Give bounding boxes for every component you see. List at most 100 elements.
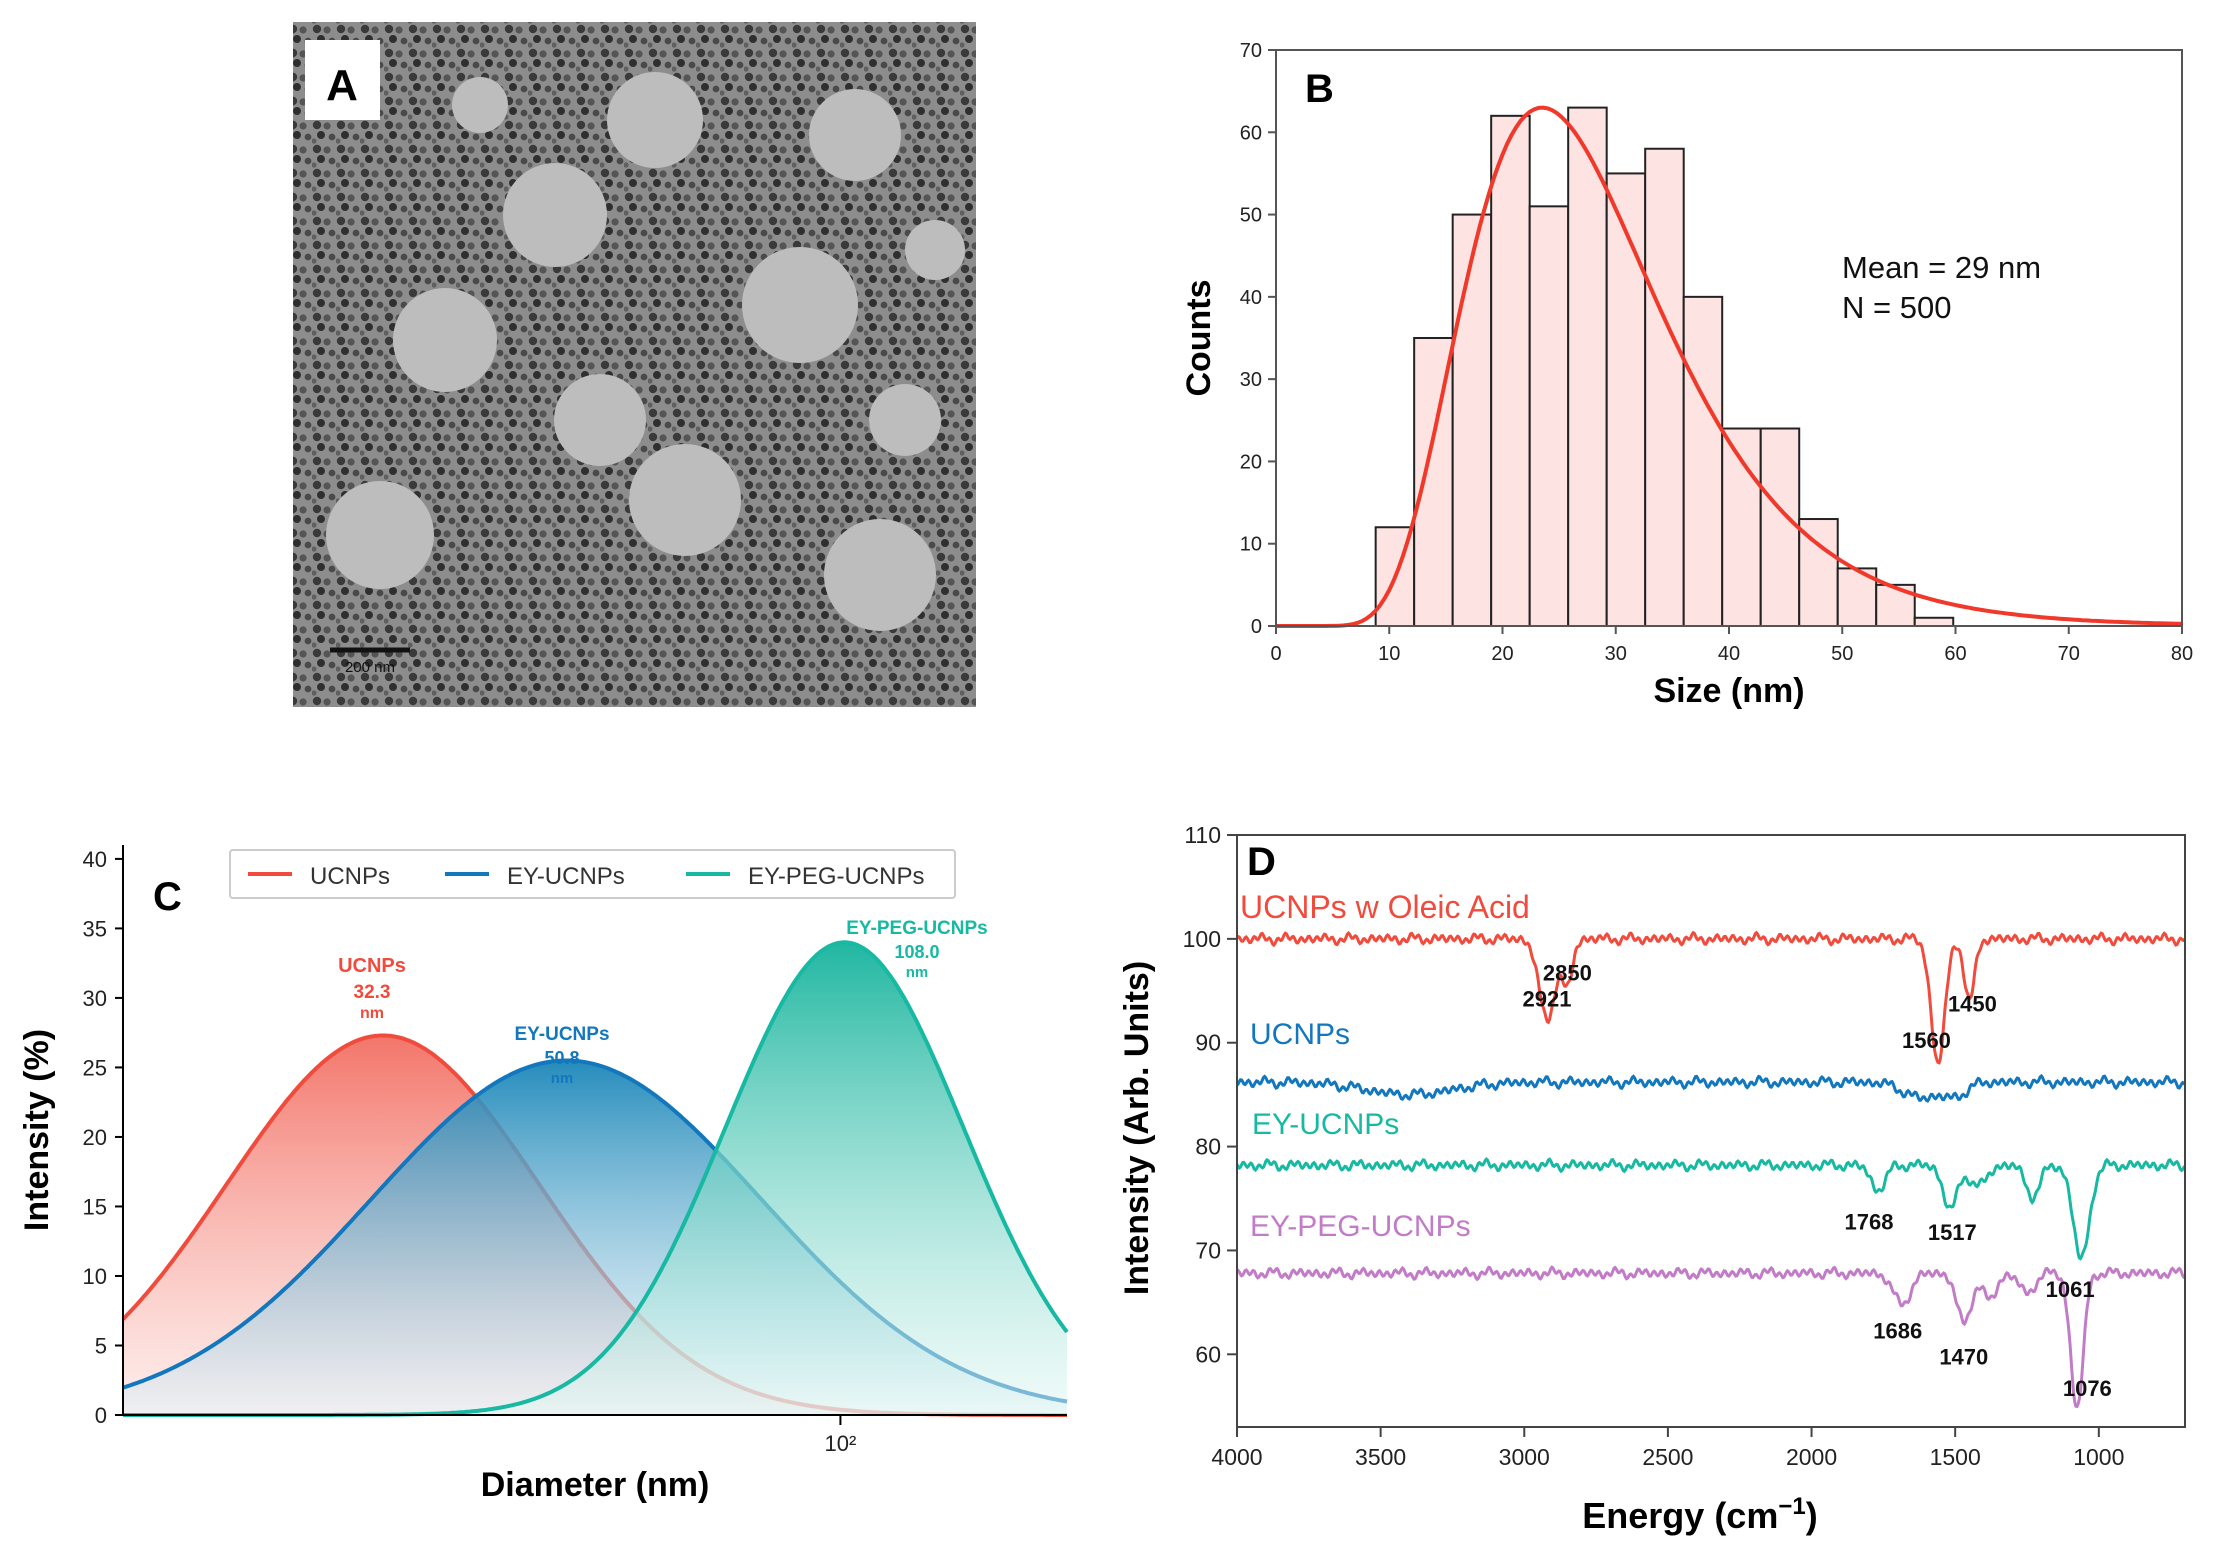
x-tick-label: 80: [2171, 643, 2193, 665]
panel-b-mean-annotation: Mean = 29 nm: [1842, 250, 2041, 285]
x-tick-label: 4000: [1211, 1444, 1262, 1470]
peak-label: 2921: [1522, 986, 1571, 1011]
legend-label-ey-peg-ucnps: EY-PEG-UCNPs: [748, 863, 924, 890]
panel-b-label: B: [1305, 67, 1334, 111]
y-tick-label: 10: [1240, 534, 1262, 556]
x-tick-label: 10: [1378, 643, 1400, 665]
y-tick-label: 30: [83, 986, 107, 1011]
x-label-superscript: −1: [1778, 1493, 1805, 1520]
spectrum-ey-ucnps: [1235, 1157, 2187, 1261]
hist-bar: [1490, 114, 1531, 627]
peak-value-ey-peg-ucnps: 108.0: [894, 942, 939, 962]
y-tick-label: 70: [1195, 1237, 1221, 1263]
y-tick-label: 20: [83, 1125, 107, 1150]
peak-label: 1768: [1845, 1210, 1894, 1235]
panel-d-x-label: Energy (cm−1): [1582, 1493, 1817, 1536]
y-tick-label: 100: [1183, 926, 1221, 952]
hist-bar: [1413, 337, 1454, 627]
panel-b-fit-curve: [1276, 105, 2183, 628]
x-tick-label: 10²: [825, 1431, 857, 1456]
y-tick-label: 0: [95, 1403, 107, 1428]
panel-b-y-label: Counts: [1180, 279, 1218, 396]
panel-a: A 200 nm: [293, 22, 976, 707]
area-ey-peg-ucnps-fill: [123, 942, 1067, 1415]
x-tick-label: 50: [1831, 643, 1853, 665]
series-label-oleic: UCNPs w Oleic Acid: [1240, 889, 1530, 925]
x-tick-label: 3000: [1499, 1444, 1550, 1470]
panel-a-label: A: [326, 61, 358, 110]
hist-bar: [1682, 295, 1724, 627]
panel-b-bars: [1374, 106, 1955, 628]
panel-d: 4000 3500 3000 2500 2000 1500 1000 60 70 80 90 100 1…: [1118, 822, 2187, 1536]
legend-label-ey-ucnps: EY-UCNPs: [507, 863, 625, 890]
legend-label-ucnps: UCNPs: [310, 863, 390, 890]
panel-c-peak-label-ey-peg-ucnps: EY-PEG-UCNPs 108.0 nm: [846, 918, 987, 981]
x-tick-label: 70: [2058, 643, 2080, 665]
spectrum-ucnps: [1235, 1073, 2187, 1103]
y-tick-label: 0: [1251, 616, 1262, 638]
panel-d-ticks: 4000 3500 3000 2500 2000 1500 1000 60 70 80 90 100 1…: [1183, 822, 2125, 1470]
hist-bar: [1759, 427, 1801, 627]
peak-label: 2850: [1543, 960, 1592, 985]
hist-bar: [1567, 106, 1608, 628]
y-tick-label: 50: [1240, 205, 1262, 227]
y-tick-label: 110: [1184, 822, 1221, 848]
x-tick-label: 1000: [2073, 1444, 2124, 1470]
panel-c-series: [121, 940, 1069, 1417]
series-label-ey-ucnps: EY-UCNPs: [1252, 1108, 1399, 1141]
y-tick-label: 15: [83, 1194, 107, 1219]
peak-label: 1076: [2063, 1376, 2112, 1401]
hist-bar: [1798, 518, 1839, 627]
y-tick-label: 60: [1195, 1341, 1221, 1367]
y-tick-label: 30: [1240, 369, 1262, 391]
y-tick-label: 20: [1240, 451, 1262, 473]
peak-name-ey-peg-ucnps: EY-PEG-UCNPs: [846, 918, 987, 939]
panel-c-peak-label-ey-ucnps: EY-UCNPs 50.8 nm: [514, 1024, 609, 1087]
panel-d-series: [1235, 930, 2187, 1409]
panel-d-axes-frame: [1236, 834, 2186, 1428]
hist-bar: [1605, 172, 1647, 628]
panel-d-label: D: [1247, 840, 1276, 884]
y-tick-label: 25: [83, 1055, 107, 1080]
y-tick-label: 35: [83, 916, 107, 941]
x-tick-label: 40: [1718, 643, 1740, 665]
panel-a-label-box: [305, 40, 380, 120]
spectrum-oleic: [1235, 930, 2187, 1065]
panel-c-ticks: 0 5 10 15 20 25 30 35 40 10²: [83, 847, 857, 1456]
peak-name-ucnps: UCNPs: [338, 955, 406, 977]
x-tick-label: 60: [1944, 643, 1966, 665]
peak-value-ucnps: 32.3: [354, 982, 391, 1003]
series-label-ey-peg-ucnps: EY-PEG-UCNPs: [1250, 1210, 1471, 1243]
y-tick-label: 5: [95, 1333, 107, 1358]
y-tick-label: 90: [1195, 1030, 1221, 1056]
panel-c-legend: UCNPs EY-UCNPs EY-PEG-UCNPs: [229, 849, 956, 899]
peak-value-ey-ucnps: 50.8: [544, 1048, 579, 1068]
peak-unit-ucnps: nm: [360, 1005, 384, 1022]
panel-c-y-label: Intensity (%): [18, 1029, 56, 1231]
panel-b-axes-frame: [1275, 49, 2183, 627]
panel-c-label: C: [153, 875, 182, 919]
legend-box: [229, 849, 956, 899]
y-tick-label: 70: [1240, 40, 1262, 62]
x-tick-label: 2500: [1642, 1444, 1693, 1470]
panel-d-y-label: Intensity (Arb. Units): [1118, 961, 1156, 1295]
x-tick-label: 20: [1491, 643, 1513, 665]
peak-label: 1560: [1902, 1028, 1951, 1053]
peak-label: 1517: [1928, 1220, 1977, 1245]
x-tick-label: 30: [1605, 643, 1627, 665]
panel-c-x-label: Diameter (nm): [481, 1466, 710, 1504]
panel-b-n-annotation: N = 500: [1842, 290, 1951, 325]
x-tick-label: 1500: [1930, 1444, 1981, 1470]
y-tick-label: 60: [1240, 122, 1262, 144]
peak-unit-ey-peg-ucnps: nm: [906, 964, 929, 981]
series-label-ucnps: UCNPs: [1250, 1018, 1350, 1051]
panel-b: 0 10 20 30 40 50 60 70 80 0 10 20 30 40 50 60 70 B Mean …: [1180, 40, 2193, 710]
panel-c: 0 5 10 15 20 25 30 35 40 10² C UCNPs EY-UCNPs EY-…: [18, 845, 1069, 1504]
x-tick-label: 2000: [1786, 1444, 1837, 1470]
hist-bar: [1644, 147, 1685, 627]
x-tick-label: 3500: [1355, 1444, 1406, 1470]
panel-c-peak-label-ucnps: UCNPs 32.3 nm: [338, 955, 406, 1022]
peak-name-ey-ucnps: EY-UCNPs: [514, 1024, 609, 1045]
